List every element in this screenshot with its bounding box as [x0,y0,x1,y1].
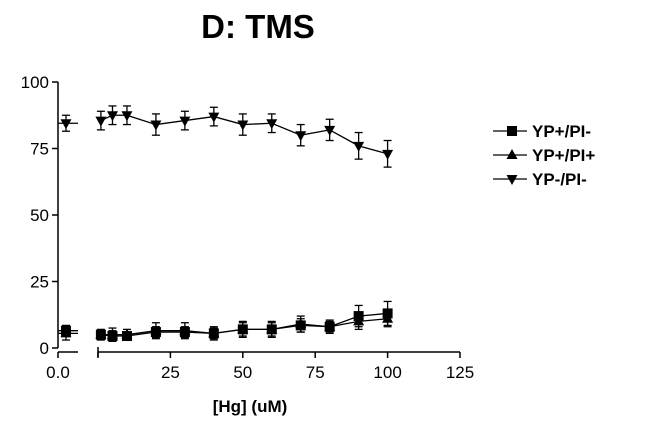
data-point [121,111,133,122]
data-point [295,131,307,142]
data-point [353,141,365,152]
data-point [324,125,336,136]
series-3 [58,105,394,168]
data-point [106,328,118,339]
data-point [382,312,394,323]
data-point [237,120,249,131]
legend-marker [506,175,518,185]
x-tick-label: 25 [161,363,180,382]
y-tick-label: 100 [21,73,49,92]
data-point [324,320,336,331]
y-tick-label: 50 [30,206,49,225]
data-point [237,323,249,334]
data-point [266,119,278,130]
chart-title: D: TMS [201,8,315,45]
data-point [353,315,365,326]
x-tick-label: 50 [233,363,252,382]
data-point [295,318,307,329]
data-point [179,324,191,335]
legend-label: YP-/PI- [532,170,587,189]
data-point [208,327,220,338]
x-axis-label: [Hg] (uM) [213,397,288,416]
y-tick-label: 75 [30,140,49,159]
legend-marker [507,126,517,136]
plot-area [58,105,394,343]
data-point [150,120,162,131]
data-point [382,149,394,160]
data-point [266,323,278,334]
legend: YP+/PI- YP+/PI+ YP-/PI- [493,122,595,189]
x-tick-label: 125 [446,363,474,382]
data-point [179,116,191,127]
data-point [208,112,220,123]
data-point [95,116,107,127]
data-point [150,324,162,335]
series-2 [58,310,394,343]
legend-marker [506,149,518,159]
y-tick-label: 25 [30,273,49,292]
series-1 [58,300,393,343]
axes: 0 25 50 75 100 0.0 25 50 75 100 125 [21,73,475,382]
data-point [121,328,133,339]
x-tick-label: 100 [373,363,401,382]
legend-label: YP+/PI+ [532,146,595,165]
data-point [95,328,107,339]
y-tick-label: 0 [40,339,49,358]
x-tick-label: 75 [306,363,325,382]
data-point [106,111,118,122]
legend-label: YP+/PI- [532,122,591,141]
data-point [60,327,72,338]
x-tick-label: 0.0 [46,363,70,382]
data-point [60,119,72,130]
